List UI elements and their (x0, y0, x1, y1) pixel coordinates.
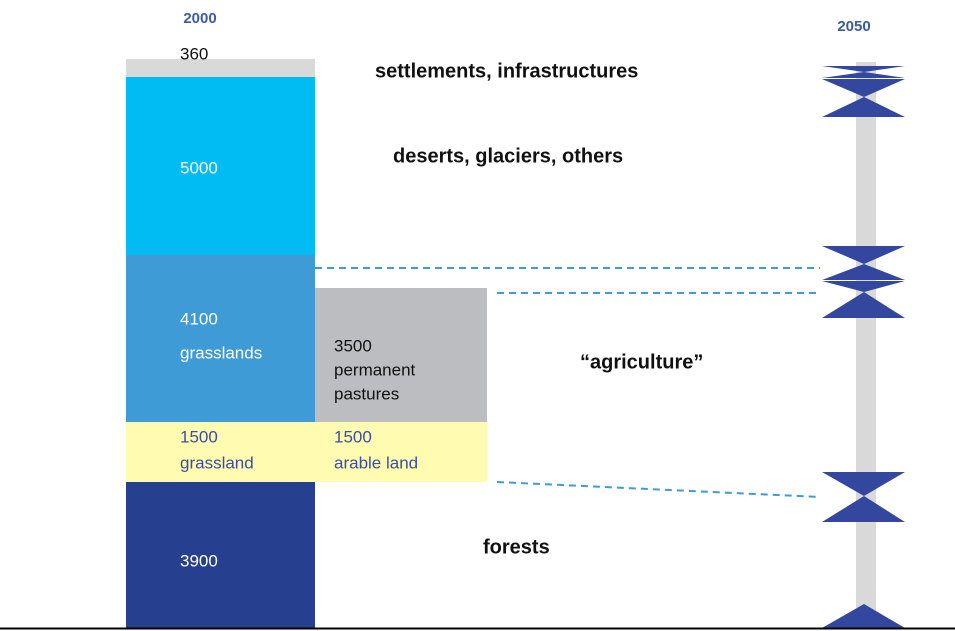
dashed-line (496, 481, 821, 498)
segment-forests (126, 482, 315, 628)
segment-arable (315, 422, 487, 482)
bar-2050 (856, 62, 876, 628)
value-label: 1500 (180, 427, 218, 446)
segment-grassland (126, 422, 315, 482)
year-label: 2050 (837, 18, 870, 35)
markers-2050 (822, 66, 905, 628)
value-label: 360 (180, 44, 208, 63)
value-label: 3900 (180, 551, 218, 570)
segment-deserts (126, 77, 315, 255)
segment-label: grassland (180, 453, 254, 472)
category-label: “agriculture” (580, 351, 703, 373)
segment-label: permanent (334, 360, 416, 379)
category-label: deserts, glaciers, others (393, 145, 623, 167)
segment-settlements (126, 59, 315, 77)
segment-grasslands (126, 255, 315, 422)
segment-label: pastures (334, 384, 399, 403)
value-label: 4100 (180, 309, 218, 328)
category-label: forests (483, 536, 550, 558)
category-label: settlements, infrastructures (375, 60, 638, 82)
value-label: 3500 (334, 336, 372, 355)
segment-pastures (315, 288, 487, 422)
value-label: 1500 (334, 427, 372, 446)
value-label: 5000 (180, 158, 218, 177)
segment-label: grasslands (180, 343, 262, 362)
segment-label: arable land (334, 453, 418, 472)
year-label: 2000 (183, 10, 216, 27)
